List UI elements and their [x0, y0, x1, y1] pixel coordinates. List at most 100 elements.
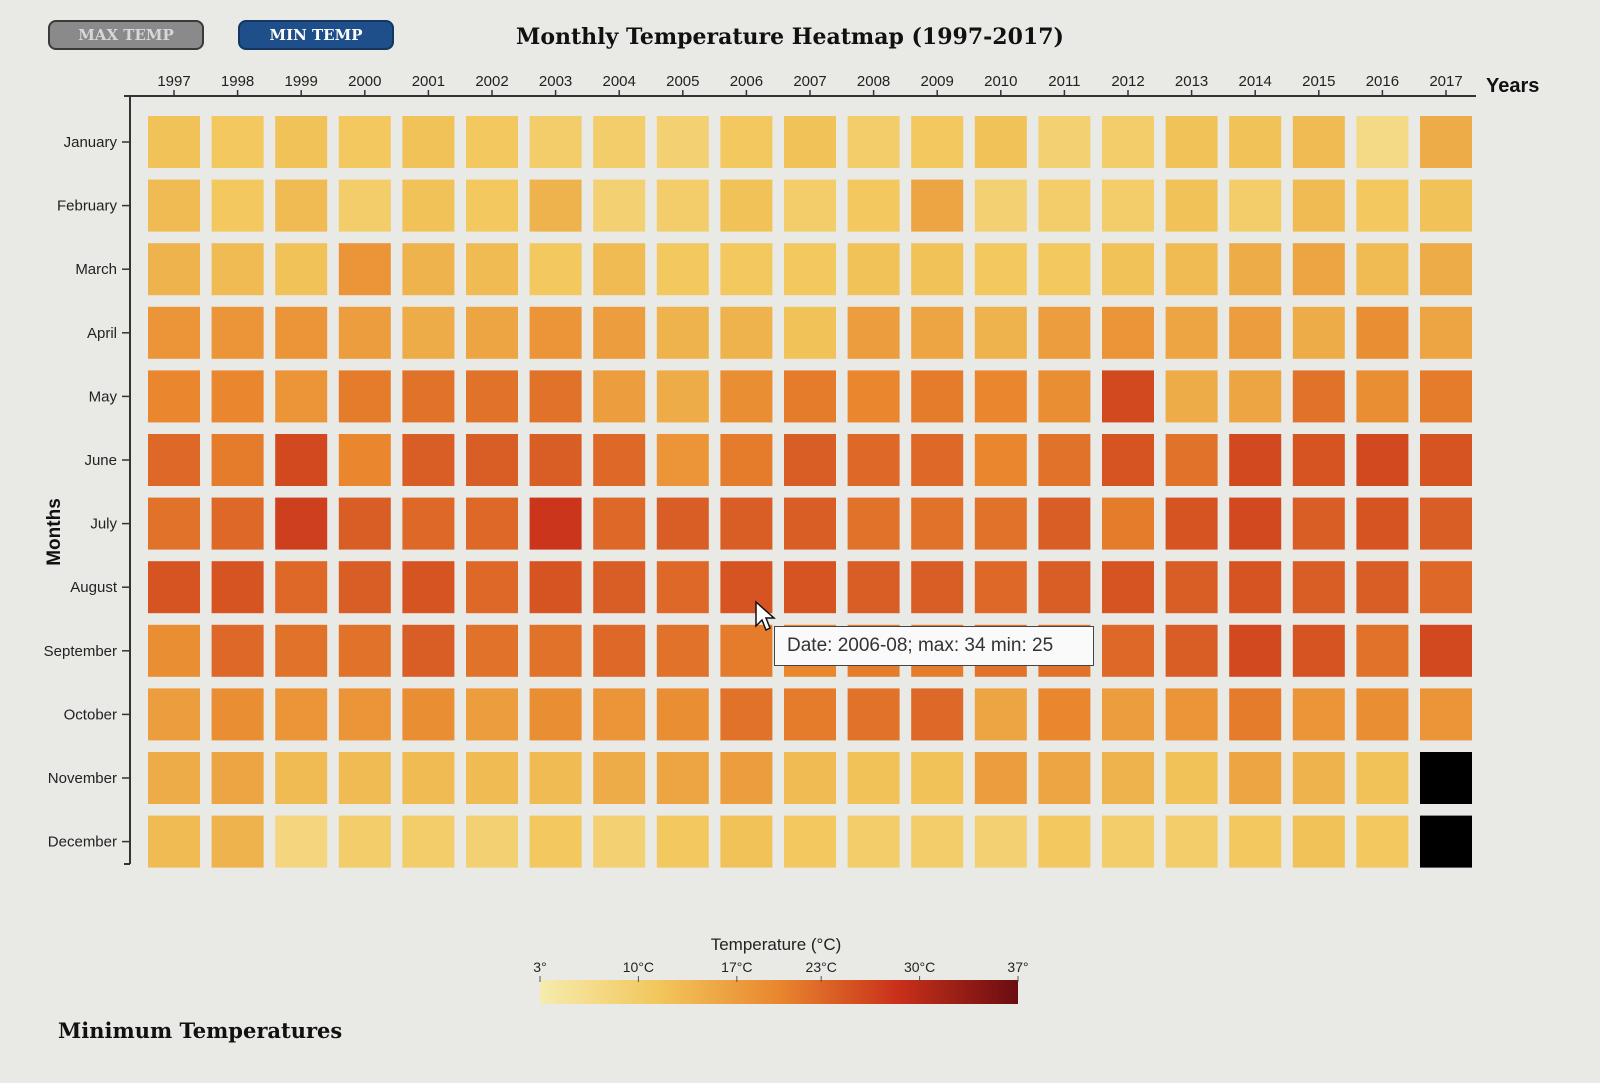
heatmap-cell[interactable]: [466, 179, 518, 232]
heatmap-cell[interactable]: [148, 370, 200, 423]
heatmap-cell[interactable]: [338, 370, 391, 423]
heatmap-cell[interactable]: [720, 688, 773, 741]
heatmap-cell[interactable]: [1420, 179, 1472, 232]
heatmap-cell[interactable]: [911, 370, 964, 423]
heatmap-cell[interactable]: [211, 179, 264, 232]
heatmap-cell[interactable]: [1420, 752, 1472, 804]
heatmap-cell[interactable]: [211, 815, 264, 868]
heatmap-cell[interactable]: [275, 370, 328, 423]
heatmap-cell[interactable]: [466, 370, 518, 423]
heatmap-cell[interactable]: [275, 624, 328, 677]
heatmap-cell[interactable]: [402, 370, 455, 423]
heatmap-cell[interactable]: [720, 815, 773, 868]
heatmap-cell[interactable]: [1229, 624, 1282, 677]
heatmap-cell[interactable]: [911, 752, 964, 804]
heatmap-cell[interactable]: [784, 434, 836, 486]
heatmap-cell[interactable]: [148, 497, 200, 550]
heatmap-cell[interactable]: [847, 561, 900, 614]
heatmap-cell[interactable]: [211, 370, 264, 423]
heatmap-cell[interactable]: [1038, 243, 1091, 296]
heatmap-cell[interactable]: [656, 815, 709, 868]
heatmap-cell[interactable]: [1420, 561, 1472, 614]
heatmap-cell[interactable]: [1165, 370, 1218, 423]
min-temp-button[interactable]: MIN TEMP: [238, 20, 394, 50]
heatmap-cell[interactable]: [1165, 561, 1218, 614]
heatmap-cell[interactable]: [1356, 752, 1409, 804]
heatmap-cell[interactable]: [593, 624, 646, 677]
heatmap-cell[interactable]: [974, 370, 1027, 423]
heatmap-cell[interactable]: [1356, 116, 1409, 168]
heatmap-cell[interactable]: [275, 243, 328, 296]
heatmap-cell[interactable]: [847, 752, 900, 804]
heatmap-cell[interactable]: [593, 497, 646, 550]
heatmap-cell[interactable]: [529, 561, 582, 614]
heatmap-cell[interactable]: [974, 243, 1027, 296]
heatmap-cell[interactable]: [1229, 561, 1282, 614]
heatmap-cell[interactable]: [529, 370, 582, 423]
heatmap-cell[interactable]: [1420, 306, 1472, 359]
heatmap-cell[interactable]: [656, 688, 709, 741]
heatmap-cell[interactable]: [1165, 688, 1218, 741]
heatmap-cell[interactable]: [402, 815, 455, 868]
heatmap-cell[interactable]: [275, 688, 328, 741]
heatmap-cell[interactable]: [402, 434, 455, 486]
heatmap-cell[interactable]: [402, 116, 455, 168]
heatmap-cell[interactable]: [720, 179, 773, 232]
heatmap-cell[interactable]: [529, 624, 582, 677]
heatmap-cell[interactable]: [974, 688, 1027, 741]
heatmap-cell[interactable]: [1038, 752, 1091, 804]
heatmap-cell[interactable]: [656, 243, 709, 296]
heatmap-cell[interactable]: [720, 243, 773, 296]
heatmap-cell[interactable]: [593, 179, 646, 232]
heatmap-cell[interactable]: [402, 752, 455, 804]
heatmap-cell[interactable]: [1165, 179, 1218, 232]
heatmap-cell[interactable]: [338, 306, 391, 359]
heatmap-cell[interactable]: [148, 179, 200, 232]
max-temp-button[interactable]: MAX TEMP: [48, 20, 204, 50]
heatmap-cell[interactable]: [529, 116, 582, 168]
heatmap-cell[interactable]: [402, 624, 455, 677]
heatmap-cell[interactable]: [466, 752, 518, 804]
heatmap-cell[interactable]: [784, 370, 836, 423]
heatmap-cell[interactable]: [211, 752, 264, 804]
heatmap-cell[interactable]: [148, 434, 200, 486]
heatmap-cell[interactable]: [275, 561, 328, 614]
heatmap-cell[interactable]: [275, 116, 328, 168]
heatmap-cell[interactable]: [529, 306, 582, 359]
heatmap-cell[interactable]: [529, 497, 582, 550]
heatmap-cell[interactable]: [911, 243, 964, 296]
heatmap-cell[interactable]: [656, 179, 709, 232]
heatmap-cell[interactable]: [847, 497, 900, 550]
heatmap-cell[interactable]: [593, 243, 646, 296]
heatmap-cell[interactable]: [529, 179, 582, 232]
heatmap-cell[interactable]: [593, 434, 646, 486]
heatmap-cell[interactable]: [1356, 179, 1409, 232]
heatmap-cell[interactable]: [148, 688, 200, 741]
heatmap-cell[interactable]: [1102, 497, 1154, 550]
heatmap-cell[interactable]: [593, 688, 646, 741]
heatmap-cell[interactable]: [974, 179, 1027, 232]
heatmap-cell[interactable]: [402, 243, 455, 296]
heatmap-cell[interactable]: [211, 561, 264, 614]
heatmap-cell[interactable]: [148, 624, 200, 677]
heatmap-cell[interactable]: [1356, 243, 1409, 296]
heatmap-cell[interactable]: [1292, 179, 1345, 232]
heatmap-cell[interactable]: [1102, 370, 1154, 423]
heatmap-cell[interactable]: [338, 243, 391, 296]
heatmap-cell[interactable]: [1102, 179, 1154, 232]
heatmap-cell[interactable]: [1038, 179, 1091, 232]
heatmap-cell[interactable]: [529, 688, 582, 741]
heatmap-cell[interactable]: [402, 561, 455, 614]
heatmap-cell[interactable]: [593, 306, 646, 359]
heatmap-cell[interactable]: [1292, 752, 1345, 804]
heatmap-cell[interactable]: [1356, 561, 1409, 614]
heatmap-cell[interactable]: [720, 306, 773, 359]
heatmap-cell[interactable]: [1420, 243, 1472, 296]
heatmap-cell[interactable]: [338, 434, 391, 486]
heatmap-cell[interactable]: [1292, 815, 1345, 868]
heatmap-cell[interactable]: [529, 243, 582, 296]
heatmap-cell[interactable]: [402, 179, 455, 232]
heatmap-cell[interactable]: [1356, 306, 1409, 359]
heatmap-cell[interactable]: [784, 179, 836, 232]
heatmap-cell[interactable]: [148, 752, 200, 804]
